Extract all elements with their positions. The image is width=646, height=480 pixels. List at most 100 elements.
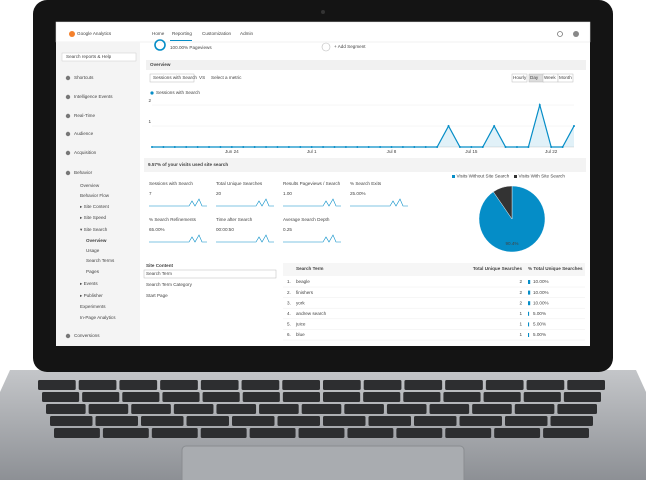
period-label[interactable]: Day: [530, 75, 539, 80]
point: [504, 146, 507, 148]
column-header: Total Unique Searches: [473, 266, 523, 271]
period-button[interactable]: [557, 73, 574, 83]
account-icon[interactable]: [573, 31, 579, 37]
sidebar-item[interactable]: Behavior: [74, 170, 93, 175]
sidebar-item[interactable]: ▸ Site Content: [80, 204, 110, 209]
sidebar-item[interactable]: Acquisition: [74, 150, 97, 155]
sidebar-item[interactable]: Overview: [80, 183, 100, 188]
point: [356, 146, 359, 148]
key: [514, 404, 555, 414]
sidebar-item[interactable]: Real-Time: [74, 113, 95, 118]
vs-label: VS: [199, 75, 205, 80]
share-bar: [528, 301, 531, 306]
point: [481, 146, 484, 148]
key: [523, 392, 561, 402]
key: [162, 392, 200, 402]
dimension-option[interactable]: Search Term: [146, 271, 172, 276]
key: [543, 428, 589, 438]
point: [538, 104, 541, 106]
sidebar-item[interactable]: ▾ Site Search: [80, 227, 108, 232]
sidebar-item[interactable]: In-Page Analytics: [80, 315, 116, 320]
metric-value: 65.00%: [149, 227, 165, 232]
period-label[interactable]: Month: [559, 75, 572, 80]
sidebar-item[interactable]: Behavior Flow: [80, 193, 110, 198]
sidebar-item[interactable]: Search Terms: [86, 258, 115, 263]
area: [152, 105, 574, 147]
pie-slice: [493, 185, 513, 220]
sidebar-item[interactable]: ▸ Publisher: [80, 293, 103, 298]
point: [527, 146, 530, 148]
key: [445, 428, 492, 438]
point: [401, 146, 404, 148]
sidebar-item[interactable]: ▸ Site Speed: [80, 215, 107, 220]
dimension-option[interactable]: Search Term Category: [146, 282, 193, 287]
key: [347, 428, 394, 438]
point: [287, 146, 290, 148]
sidebar-item[interactable]: Intelligence Events: [74, 94, 113, 99]
sidebar-item[interactable]: Audience: [74, 131, 94, 136]
key: [38, 380, 76, 390]
point: [550, 146, 553, 148]
period-label[interactable]: Hourly: [513, 75, 527, 80]
touchpad: [181, 445, 465, 480]
key: [186, 416, 229, 426]
search-term[interactable]: juice: [295, 322, 306, 327]
period-button[interactable]: [511, 73, 528, 83]
sidebar: [56, 42, 140, 346]
point: [561, 146, 564, 148]
key: [323, 416, 366, 426]
add-segment-circle[interactable]: [321, 42, 331, 52]
sidebar-item[interactable]: Experiments: [80, 304, 106, 309]
key: [363, 380, 402, 390]
point: [151, 146, 153, 148]
share: 10.00%: [533, 300, 549, 305]
point: [219, 146, 222, 148]
period-label[interactable]: Week: [544, 75, 556, 80]
nav-item[interactable]: Home: [152, 31, 165, 36]
metric-value: 20: [216, 191, 222, 196]
nav-item[interactable]: Reporting: [172, 31, 192, 36]
search-term[interactable]: andrew search: [296, 311, 327, 316]
sidebar-item[interactable]: ▸ Events: [80, 281, 98, 286]
pie-legend: Visits Without Site Search: [457, 174, 510, 179]
nav-item[interactable]: Customization: [202, 31, 232, 36]
point: [470, 146, 473, 148]
metric-select[interactable]: [149, 73, 195, 83]
add-segment[interactable]: + Add Segment: [334, 44, 366, 49]
key: [483, 392, 521, 402]
segment-value: 100.00% Pageviews: [170, 45, 212, 50]
nav-item[interactable]: Admin: [240, 31, 253, 36]
key: [88, 404, 129, 414]
search-term[interactable]: beagle: [296, 279, 310, 284]
point: [299, 146, 302, 148]
point: [493, 125, 496, 127]
search-term[interactable]: finishers: [296, 290, 314, 295]
sidebar-item[interactable]: Shortcuts: [74, 75, 94, 80]
key: [323, 392, 361, 402]
point: [344, 146, 347, 148]
sidebar-item[interactable]: Conversions: [74, 333, 100, 338]
select-metric[interactable]: Select a metric: [211, 75, 242, 80]
sidebar-item[interactable]: Pages: [86, 269, 100, 274]
row-number: 1.: [287, 279, 291, 284]
search-term[interactable]: blue: [296, 332, 305, 337]
search-box[interactable]: [61, 52, 137, 62]
point: [208, 146, 211, 148]
point: [242, 146, 245, 148]
key: [50, 416, 93, 426]
point: [173, 146, 176, 148]
key: [301, 404, 342, 414]
key: [443, 392, 481, 402]
dimension-select[interactable]: [143, 269, 277, 279]
search-term[interactable]: york: [296, 300, 305, 305]
key: [386, 404, 427, 414]
settings-icon[interactable]: [557, 31, 563, 37]
dimension-option[interactable]: Start Page: [146, 293, 168, 298]
legend-swatch: [514, 175, 517, 178]
summary-bar: [144, 158, 586, 172]
sidebar-item[interactable]: Overview: [86, 238, 107, 243]
point: [162, 146, 165, 148]
sidebar-item[interactable]: Usage: [86, 248, 100, 253]
point: [515, 146, 518, 148]
